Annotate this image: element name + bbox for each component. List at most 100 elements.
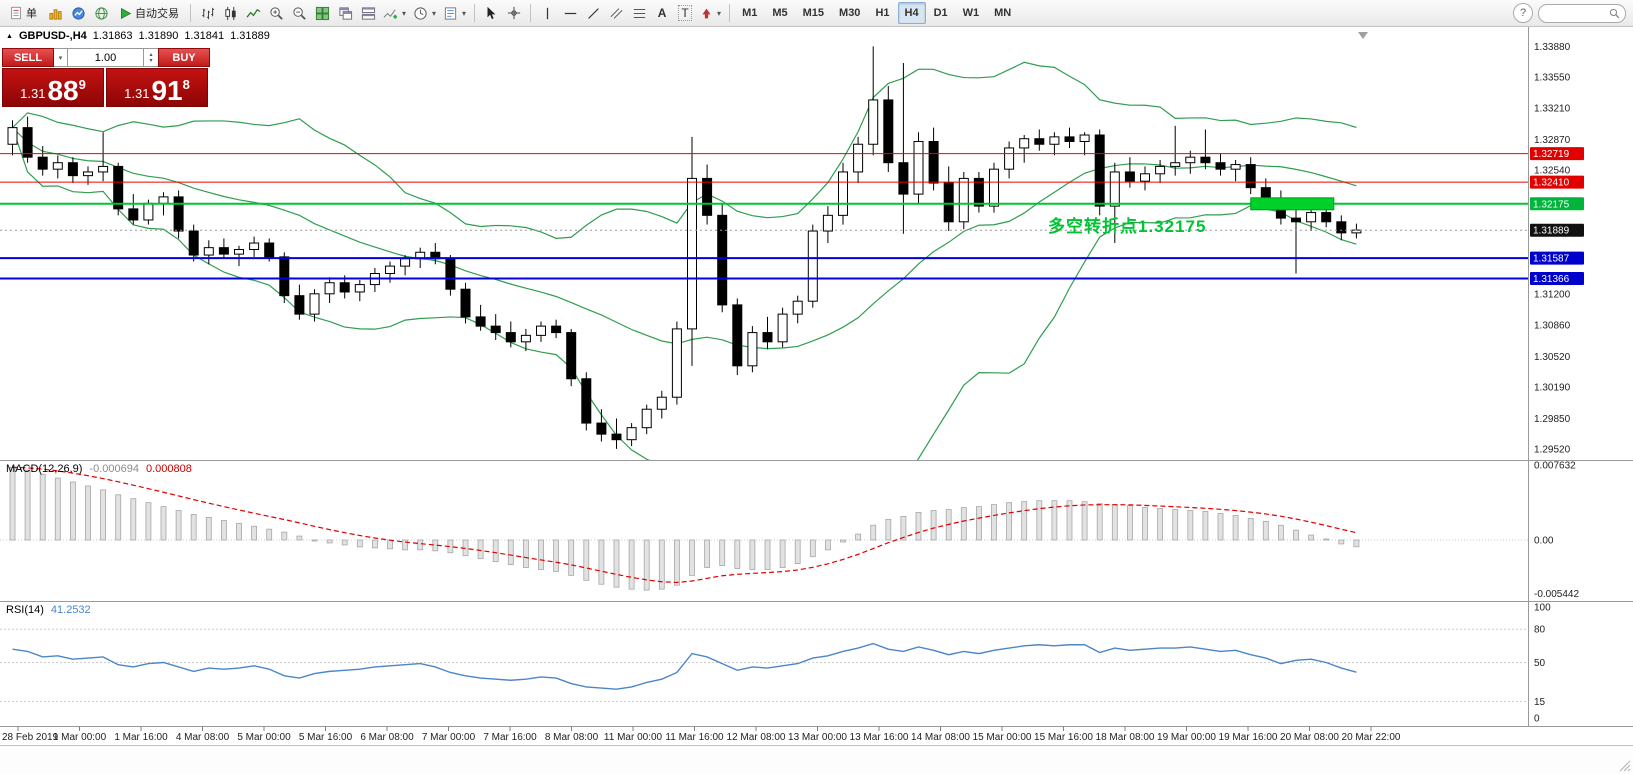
price-axis-label: 1.30860 (1534, 321, 1571, 332)
rsi-indicator-label: RSI(14) 41.2532 (6, 604, 91, 616)
buy-price-base: 1.31 (124, 86, 150, 101)
macd-histogram-bar (523, 539, 529, 568)
candle-body (792, 300, 803, 315)
time-axis-label: 18 Mar 08:00 (1096, 732, 1155, 743)
timeframe-button-m1[interactable]: M1 (735, 2, 764, 24)
tile-horizontal-button[interactable] (357, 2, 379, 24)
timeframe-button-mn[interactable]: MN (987, 2, 1018, 24)
macd-histogram-bar (976, 506, 982, 541)
charts-profile-button[interactable] (44, 2, 66, 24)
navigator-icon (94, 6, 108, 20)
macd-histogram-bar (960, 507, 967, 541)
volume-dropdown-button[interactable]: ▾ (54, 48, 68, 67)
macd-histogram-bar (145, 502, 152, 541)
macd-histogram-bar (281, 531, 288, 541)
volume-stepper[interactable]: ▴ ▾ (144, 48, 158, 67)
resize-grip[interactable] (1617, 758, 1631, 772)
macd-histogram-bar (779, 539, 786, 568)
chart-canvas[interactable]: 1.338801.335501.332101.328701.325401.312… (0, 27, 1633, 745)
sell-price-panel[interactable]: 1.31 88 9 (2, 68, 104, 107)
new-order-button[interactable]: 单 (3, 2, 43, 24)
rsi-axis-label: 15 (1534, 697, 1546, 708)
rsi-axis-label: 50 (1534, 658, 1546, 669)
text-tool-button[interactable]: A (651, 2, 673, 24)
timeframe-button-m15[interactable]: M15 (796, 2, 831, 24)
fibonacci-tool-button[interactable] (628, 2, 650, 24)
channel-tool-button[interactable] (605, 2, 627, 24)
candle-body (641, 408, 652, 429)
macd-histogram-bar (704, 539, 710, 568)
macd-histogram-bar (1111, 504, 1118, 541)
macd-histogram-bar (39, 473, 46, 541)
navigator-button[interactable] (90, 2, 112, 24)
templates-button[interactable]: ▾ (440, 2, 469, 24)
line-chart-type-button[interactable] (242, 2, 264, 24)
macd-histogram-bar (719, 539, 726, 566)
macd-histogram-bar (1308, 534, 1314, 541)
highlight-rectangle[interactable] (1250, 197, 1335, 211)
candle-body (1019, 138, 1030, 149)
buy-price-panel[interactable]: 1.31 91 8 (106, 68, 208, 107)
help-button[interactable]: ? (1513, 3, 1533, 23)
market-watch-button[interactable] (67, 2, 89, 24)
macd-histogram-bar (130, 498, 137, 541)
toolbar: 单 自动交易 (0, 0, 1633, 27)
candle-body (460, 288, 471, 318)
macd-histogram-bar (855, 533, 861, 541)
label-tool-button[interactable]: T (674, 2, 696, 24)
macd-histogram-bar (85, 485, 91, 541)
zoom-in-button[interactable] (265, 2, 287, 24)
autotrade-play-icon (121, 7, 132, 19)
timeframe-toolbar: M1 M5 M15 M30 H1 H4 D1 W1 MN (735, 2, 1018, 24)
trendline-tool-button[interactable] (582, 2, 604, 24)
macd-histogram-bar (507, 539, 514, 565)
tile-windows-button[interactable] (311, 2, 333, 24)
macd-histogram-bar (417, 539, 424, 551)
timeframe-button-m30[interactable]: M30 (832, 2, 867, 24)
macd-panel[interactable] (0, 466, 1528, 591)
macd-histogram-bar (553, 539, 559, 572)
macd-histogram-bar (1262, 520, 1269, 541)
macd-histogram-bar (1247, 517, 1254, 541)
bar-chart-type-button[interactable] (196, 2, 218, 24)
zoom-out-button[interactable] (288, 2, 310, 24)
cascade-windows-button[interactable] (334, 2, 356, 24)
chart-shift-marker-icon[interactable] (1358, 32, 1368, 39)
macd-histogram-bar (371, 539, 378, 549)
price-badge-text: 1.31366 (1533, 274, 1570, 285)
sell-button[interactable]: SELL (2, 48, 54, 67)
crosshair-button[interactable] (503, 2, 525, 24)
search-input[interactable] (1550, 6, 1606, 20)
rsi-axis-label: 0 (1534, 714, 1540, 725)
autotrade-button[interactable]: 自动交易 (113, 2, 185, 24)
timeframe-button-d1[interactable]: D1 (927, 2, 955, 24)
timeframe-button-w1[interactable]: W1 (956, 2, 987, 24)
toolbar-separator (474, 4, 476, 22)
cursor-button[interactable] (480, 2, 502, 24)
candle-body (294, 295, 305, 315)
chart-window[interactable]: 1.33880 1.33550 1.33210 1.32870 1.32540 1.312… (0, 27, 1633, 745)
horizontal-line-tool-button[interactable] (559, 2, 581, 24)
candle-body (7, 127, 18, 145)
macd-histogram-bar (220, 519, 227, 541)
macd-histogram-bar (1278, 524, 1284, 541)
time-axis-label: 4 Mar 08:00 (176, 732, 230, 743)
vertical-line-tool-button[interactable] (536, 2, 558, 24)
timeframe-button-h1[interactable]: H1 (868, 2, 896, 24)
timeframe-button-m5[interactable]: M5 (765, 2, 794, 24)
indicators-button[interactable]: ▾ (380, 2, 409, 24)
periods-button[interactable]: ▾ (410, 2, 439, 24)
time-axis-label: 6 Mar 08:00 (360, 732, 414, 743)
candlestick-chart-type-button[interactable] (219, 2, 241, 24)
volume-input[interactable] (68, 49, 143, 66)
main-price-panel[interactable] (0, 46, 1528, 510)
time-axis-label: 11 Mar 00:00 (604, 732, 663, 743)
candle-body (67, 162, 78, 177)
time-axis-label: 19 Mar 00:00 (1157, 732, 1216, 743)
rsi-panel[interactable] (0, 628, 1528, 702)
timeframe-button-h4[interactable]: H4 (897, 2, 926, 24)
tile-windows-icon (315, 6, 329, 20)
buy-button[interactable]: BUY (158, 48, 210, 67)
macd-histogram-bar (1187, 510, 1194, 541)
arrows-tool-button[interactable]: ▾ (697, 2, 724, 24)
